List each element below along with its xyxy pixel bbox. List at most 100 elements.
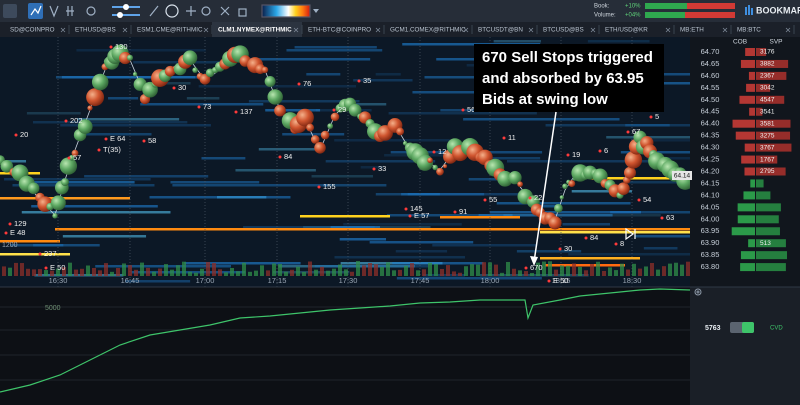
tab[interactable]: SD@COINPRO	[10, 25, 70, 34]
event-marker	[502, 136, 506, 140]
tool-icon[interactable]	[49, 5, 59, 18]
tab[interactable]: BTCUSD@BS	[543, 25, 600, 34]
svp-bar	[756, 48, 767, 56]
tool-icon[interactable]	[220, 6, 230, 16]
book-bar-buy	[645, 3, 687, 9]
liquidity-band	[340, 262, 443, 265]
tab[interactable]: MB:BTC	[737, 25, 795, 34]
tab[interactable]: GCM1.COMEX@RITHMIC	[390, 25, 473, 34]
svp-value: 3176	[760, 49, 775, 56]
tool-icon[interactable]	[238, 8, 247, 17]
dropdown-arrow[interactable]	[313, 9, 319, 13]
price-label: 64.45	[701, 107, 720, 116]
tab-close[interactable]	[528, 27, 534, 33]
event-marker	[97, 148, 101, 152]
slider-thumb[interactable]	[117, 12, 123, 18]
tool-icon[interactable]	[201, 6, 211, 16]
event-marker	[528, 196, 532, 200]
volume-bar	[674, 262, 678, 276]
liquidity-band	[198, 85, 357, 88]
tab[interactable]: ETH/USD@KR	[605, 25, 675, 34]
liquidity-band	[61, 76, 202, 79]
liquidity-band	[396, 277, 542, 280]
svp-bar	[756, 107, 763, 116]
svp-value: 1767	[760, 156, 775, 163]
liquidity-band	[432, 244, 538, 247]
event-label: 91	[459, 207, 467, 216]
volume-bar	[494, 264, 498, 276]
event-marker	[104, 137, 108, 141]
event-marker	[8, 222, 12, 226]
trade-bubble	[119, 51, 132, 65]
volume-bar	[602, 270, 606, 276]
liquidity-band	[392, 262, 484, 265]
cvd-toggle-on	[742, 322, 754, 333]
volume-bar	[218, 269, 222, 276]
event-label: 237	[44, 249, 57, 258]
svp-bar	[756, 227, 780, 236]
liquidity-band	[340, 103, 387, 106]
volume-bar	[638, 268, 642, 276]
tab-close[interactable]	[665, 27, 671, 33]
event-label: 129	[14, 219, 27, 228]
volume-bar	[8, 267, 12, 276]
settings-gear[interactable]	[694, 288, 702, 296]
event-marker	[558, 247, 562, 251]
tab[interactable]: BTCUSDT@BN	[478, 25, 538, 34]
tab[interactable]: MB:ETH	[680, 25, 732, 34]
tool-button[interactable]	[3, 4, 17, 18]
liquidity-band	[84, 175, 209, 178]
tool-icon[interactable]	[86, 6, 96, 16]
trade-bubble	[52, 213, 58, 219]
tab-close[interactable]	[375, 27, 381, 33]
tool-icon[interactable]	[149, 5, 159, 17]
liquidity-band	[95, 265, 232, 268]
large-order-level	[440, 216, 520, 219]
tab-close[interactable]	[60, 27, 66, 33]
volume-bar	[542, 261, 546, 276]
tool-icon[interactable]	[186, 6, 196, 16]
replay-button[interactable]	[625, 227, 636, 241]
event-marker	[584, 236, 588, 240]
liquidity-band	[77, 118, 180, 121]
tab-close[interactable]	[122, 27, 128, 33]
price-label: 64.20	[701, 166, 720, 175]
tab-close[interactable]	[785, 27, 791, 33]
tool-button-active[interactable]	[28, 3, 43, 19]
volume-bar	[212, 262, 216, 276]
tab[interactable]: CLM1.NYMEX@RITHMIC	[212, 22, 303, 37]
volume-bar	[452, 271, 456, 276]
liquidity-band	[489, 211, 641, 214]
tab-close[interactable]	[722, 27, 728, 33]
annotation-line: Bids at swing low	[482, 91, 608, 108]
event-label: 63	[666, 213, 674, 222]
volume-bar	[464, 266, 468, 276]
volume-bar	[296, 266, 300, 276]
event-marker	[637, 198, 641, 202]
volume-bar	[32, 269, 36, 276]
liquidity-band	[235, 169, 316, 172]
tab[interactable]: ESM1.CME@RITHMIC	[137, 25, 213, 34]
event-marker	[547, 279, 551, 283]
tab-label: BTCUSD@BS	[543, 27, 584, 34]
tab-close[interactable]	[463, 27, 469, 33]
volume-bar	[320, 266, 324, 276]
tab-close[interactable]	[590, 27, 596, 33]
tool-icon[interactable]	[66, 6, 74, 16]
tab[interactable]: ETH-BTC@COINPRO	[308, 25, 385, 34]
heatmap-color-bar[interactable]	[261, 4, 311, 18]
tab[interactable]: ETHUSD@BS	[75, 25, 132, 34]
volume-bar	[404, 265, 408, 276]
tab-label: ETHUSD@BS	[75, 27, 116, 34]
volume-bar	[200, 268, 204, 276]
annotation: 670 Sell Stops triggered and absorbed by …	[474, 44, 664, 266]
event-marker	[142, 139, 146, 143]
tool-icon[interactable]	[165, 4, 179, 18]
liquidity-band	[33, 244, 64, 247]
event-label: 84	[590, 233, 598, 242]
volume-bar	[152, 271, 156, 276]
liquidity-band	[31, 205, 158, 208]
tab-close[interactable]	[293, 27, 299, 33]
slider-thumb[interactable]	[123, 4, 129, 10]
tab-close[interactable]	[203, 27, 209, 33]
